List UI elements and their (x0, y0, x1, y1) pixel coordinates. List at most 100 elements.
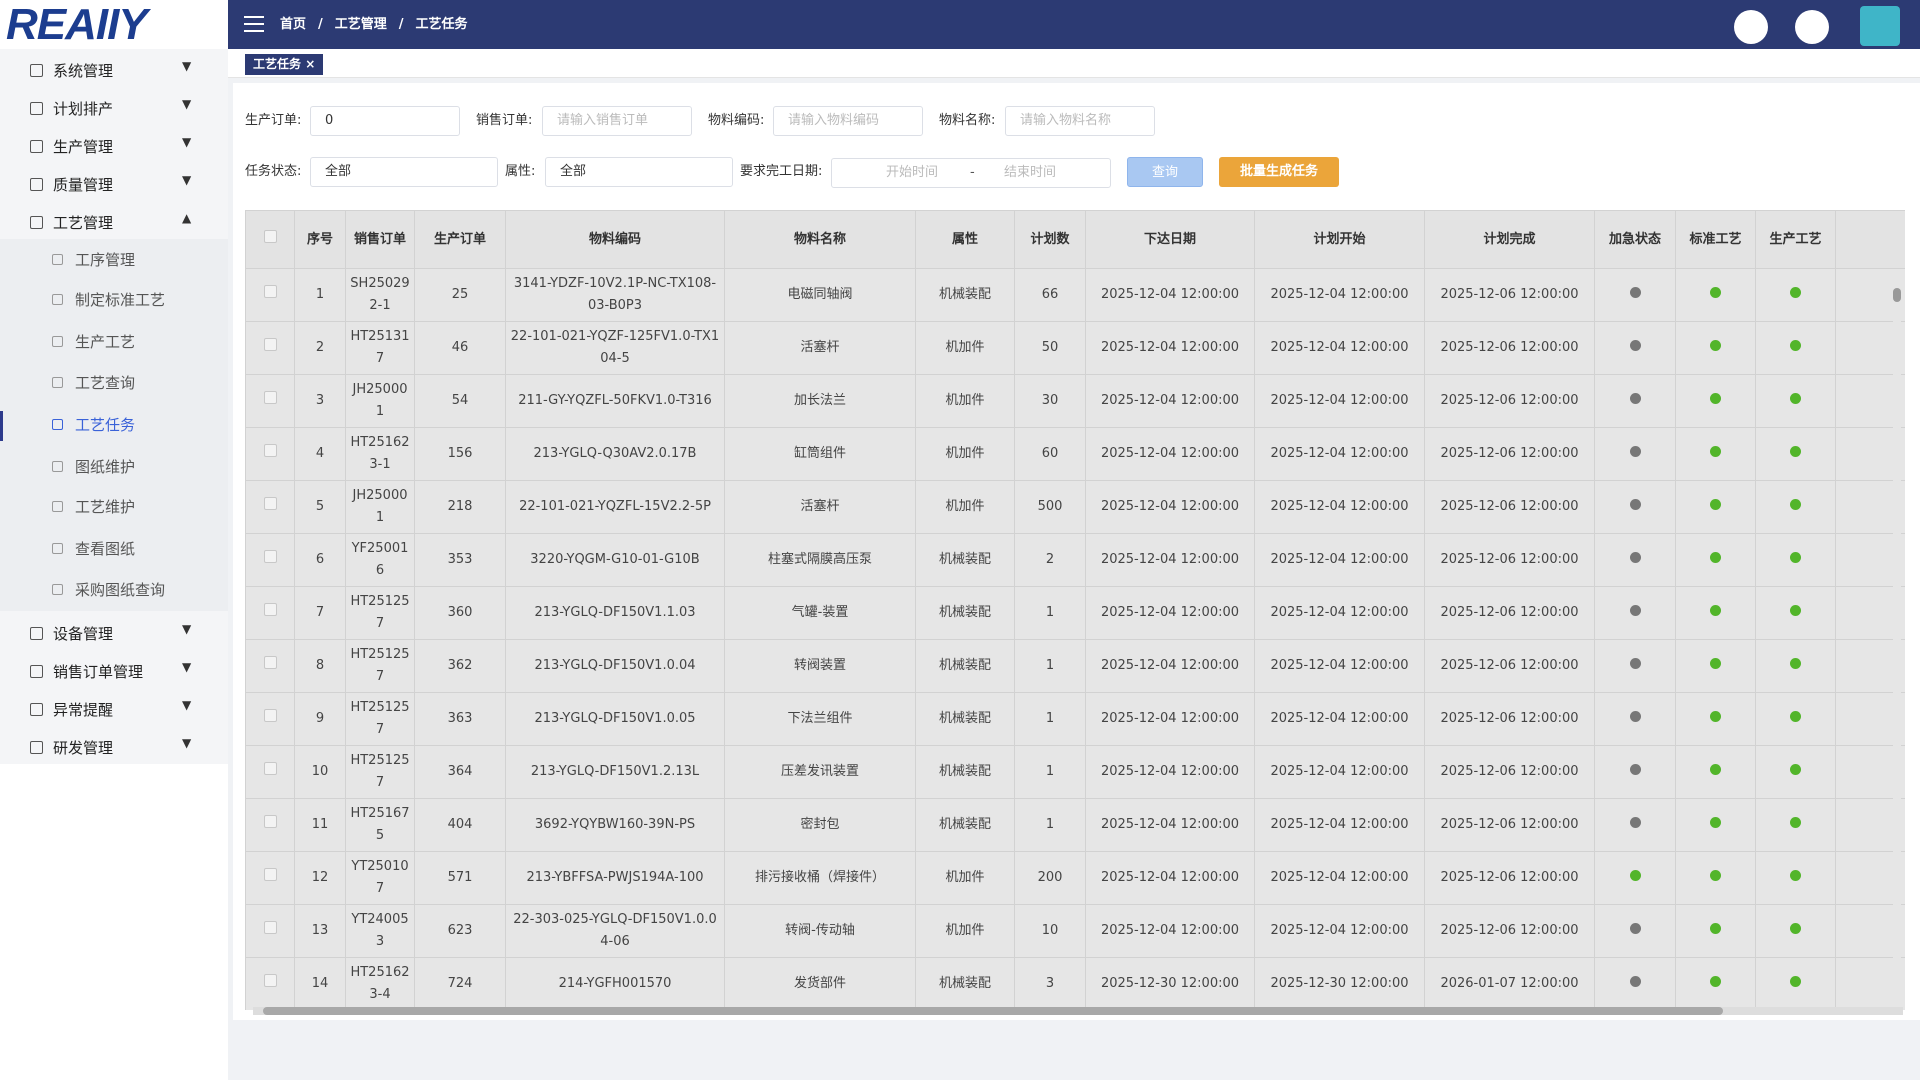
filter-input[interactable]: 请输入销售订单 (542, 106, 692, 136)
table-row[interactable]: 3 JH250001 54 211-GY-YQZFL-50FKV1.0-T316 加长法… (245, 374, 1905, 428)
submenu-item[interactable]: 工艺维护 (52, 495, 135, 519)
table-row[interactable]: 4 HT251623-1 156 213-YGLQ-Q30AV2.0.17B 缸筒组件机… (245, 427, 1905, 481)
checkbox[interactable] (263, 815, 277, 828)
row-checkbox[interactable] (245, 374, 295, 428)
checkbox[interactable] (263, 603, 277, 616)
edit-button[interactable] (1795, 10, 1829, 44)
cell: 活塞杆 (724, 321, 916, 375)
checkbox[interactable] (263, 444, 277, 457)
submenu-item[interactable]: 查看图纸 (52, 537, 135, 561)
checkbox[interactable] (263, 762, 277, 775)
checkbox[interactable] (263, 338, 277, 351)
cell: 2025-12-30 12:00:00 (1254, 957, 1425, 1010)
row-checkbox[interactable] (245, 639, 295, 693)
filter-input[interactable]: 0 (310, 106, 460, 136)
menu-toggle[interactable] (244, 16, 264, 32)
row-checkbox[interactable] (245, 427, 295, 481)
row-checkbox[interactable] (245, 957, 295, 1010)
row-checkbox[interactable] (245, 480, 295, 534)
menu-item[interactable]: 质量管理 (30, 173, 113, 197)
submenu-item[interactable]: 工序管理 (52, 248, 135, 272)
breadcrumb-item[interactable]: 工艺管理 (334, 17, 387, 32)
status-cell (1594, 851, 1676, 905)
checkbox[interactable] (263, 921, 277, 934)
table-row[interactable]: 11 HT251675 404 3692-YQYBW160-39N-PS 密封包 机械装配… (245, 798, 1905, 852)
cell: HT251623-1 (345, 427, 415, 481)
row-checkbox[interactable] (245, 904, 295, 958)
menu-item[interactable]: 系统管理 (30, 59, 113, 83)
row-checkbox[interactable] (245, 692, 295, 746)
filter-input[interactable]: 全部 (545, 157, 733, 187)
submenu-item[interactable]: 制定标准工艺 (52, 288, 165, 312)
checkbox[interactable] (263, 285, 277, 298)
table-row[interactable]: 2 HT251317 46 22-101-021-YQZF-125FV1.0-TX10… (245, 321, 1905, 375)
table-row[interactable]: 6 YF250016 353 3220-YQGM-G10-01-G10B 柱塞式隔膜高压… (245, 533, 1905, 587)
row-checkbox[interactable] (245, 798, 295, 852)
table-row[interactable]: 13 YT240053 623 22-303-025-YGLQ-DF150V1.0.0… (245, 904, 1905, 958)
checkbox[interactable] (263, 497, 277, 510)
row-checkbox[interactable] (245, 268, 295, 322)
filter-label: 销售订单: (476, 113, 533, 128)
cell: 11 (294, 798, 346, 852)
breadcrumb-item: 工艺任务 (415, 17, 468, 32)
avatar[interactable] (1860, 6, 1900, 46)
table-row[interactable]: 1 SH250292-1 25 3141-YDZF-10V2.1P-NC-TX108-… (245, 268, 1905, 322)
cell: 22-101-021-YQZF-125FV1.0-TX104-5 (505, 321, 725, 375)
date-range[interactable]: 开始时间 - 结束时间 (831, 158, 1111, 188)
row-checkbox[interactable] (245, 851, 295, 905)
cell: 机械装配 (915, 586, 1015, 640)
checkbox[interactable] (263, 391, 277, 404)
checkbox[interactable] (263, 709, 277, 722)
row-checkbox[interactable] (245, 586, 295, 640)
batch-button[interactable]: 批量生成任务 (1219, 157, 1339, 187)
status-dot (1790, 340, 1801, 351)
filter-input[interactable]: 请输入物料编码 (773, 106, 923, 136)
submenu-item[interactable]: 工艺任务 (52, 413, 135, 437)
menu-item[interactable]: 研发管理 (30, 736, 113, 760)
table-row[interactable]: 12 YT250107 571 213-YBFFSA-PWJS194A-100 排污接收… (245, 851, 1905, 905)
submenu-item[interactable]: 生产工艺 (52, 330, 135, 354)
message-button[interactable] (1734, 10, 1768, 44)
breadcrumb-item[interactable]: 首页 (280, 17, 307, 32)
checkbox[interactable] (263, 868, 277, 881)
status-cell (1675, 745, 1756, 799)
vertical-scrollbar[interactable] (1893, 270, 1901, 1000)
header-cell: 生产工艺 (1755, 210, 1836, 269)
tab[interactable]: 工艺任务 × (245, 54, 324, 75)
status-cell (1594, 268, 1676, 322)
table-row[interactable]: 9 HT251257 363 213-YGLQ-DF150V1.0.05 下法兰组件 机械… (245, 692, 1905, 746)
table-row[interactable]: 14 HT251623-4 724 214-YGFH001570 发货部件 机械装配 3 20… (245, 957, 1905, 1010)
submenu-label: 制定标准工艺 (75, 291, 166, 309)
row-checkbox[interactable] (245, 533, 295, 587)
checkbox[interactable] (263, 974, 277, 987)
scroll-thumb[interactable] (263, 1007, 1723, 1015)
menu-item[interactable]: 生产管理 (30, 135, 113, 159)
table-row[interactable]: 7 HT251257 360 213-YGLQ-DF150V1.1.03 气罐-装置 机械… (245, 586, 1905, 640)
filter-input[interactable]: 请输入物料名称 (1005, 106, 1155, 136)
menu-item[interactable]: 工艺管理 (30, 211, 113, 235)
row-checkbox[interactable] (245, 321, 295, 375)
table-row[interactable]: 5 JH250001 218 22-101-021-YQZFL-15V2.2-5P 活塞… (245, 480, 1905, 534)
menu-item[interactable]: 设备管理 (30, 622, 113, 646)
tab-close[interactable]: × (305, 57, 316, 71)
checkbox[interactable] (263, 656, 277, 669)
horizontal-scrollbar[interactable] (253, 1007, 1903, 1015)
menu-icon (30, 703, 43, 716)
submenu-item[interactable]: 图纸维护 (52, 455, 135, 479)
menu-item[interactable]: 计划排产 (30, 97, 113, 121)
cell: 机械装配 (915, 533, 1015, 587)
status-cell (1675, 533, 1756, 587)
cell: 2025-12-04 12:00:00 (1254, 904, 1425, 958)
row-checkbox[interactable] (245, 745, 295, 799)
checkbox[interactable] (263, 550, 277, 563)
menu-item[interactable]: 销售订单管理 (30, 660, 143, 684)
filter-input[interactable]: 全部 (310, 157, 498, 187)
table-row[interactable]: 10 HT251257 364 213-YGLQ-DF150V1.2.13L 压差发讯装… (245, 745, 1905, 799)
menu-item[interactable]: 异常提醒 (30, 698, 113, 722)
submenu-item[interactable]: 工艺查询 (52, 371, 135, 395)
menu-arrow: ▼ (182, 59, 192, 73)
scroll-thumb[interactable] (1893, 288, 1901, 302)
table-row[interactable]: 8 HT251257 362 213-YGLQ-DF150V1.0.04 转阀装置 机械装… (245, 639, 1905, 693)
submenu-item[interactable]: 采购图纸查询 (52, 578, 165, 602)
search-button[interactable]: 查询 (1127, 157, 1203, 187)
